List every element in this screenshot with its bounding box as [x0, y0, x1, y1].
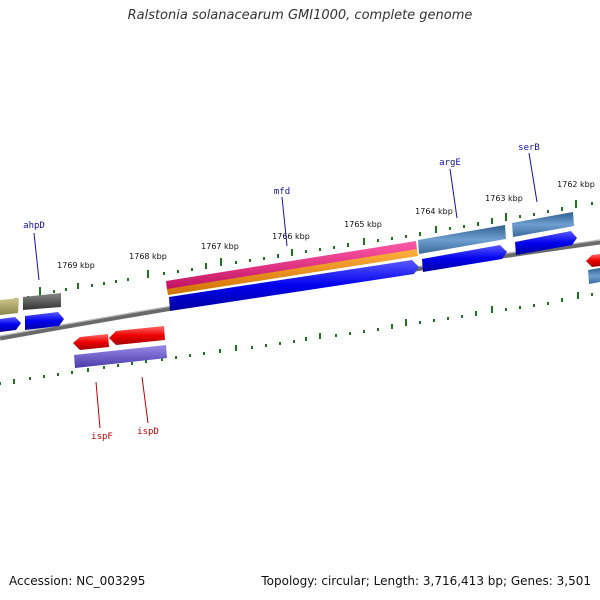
feature-magenta-mfd [166, 241, 417, 290]
gene-label-ispD: ispD [137, 427, 159, 437]
gene-label-argE: argE [439, 158, 461, 168]
feature-olive-left [0, 298, 19, 315]
ruler-label-1769: 1769 kbp [57, 261, 95, 270]
leader-ispD [141, 376, 149, 424]
feature-steelblue-serB [512, 212, 574, 237]
ruler-label-1767: 1767 kbp [201, 242, 239, 251]
cds-forward-left [0, 317, 21, 332]
ruler-label-1764: 1764 kbp [415, 207, 453, 216]
feature-purple-ispD [74, 345, 167, 368]
feature-steelblue-right [588, 268, 600, 284]
feature-steelblue-argE [418, 225, 506, 254]
leader-ahpD [33, 232, 40, 281]
gene-label-ispF: ispF [91, 432, 113, 442]
genome-summary: Topology: circular; Length: 3,716,413 bp… [261, 574, 591, 588]
leader-ispF [95, 381, 101, 429]
ruler-label-1766: 1766 kbp [272, 232, 310, 241]
cds-forward-argE [422, 245, 507, 272]
inner-ruler-ticks [0, 292, 593, 385]
cds-reverse-right [586, 254, 600, 267]
feature-orange-mfd [167, 249, 418, 295]
leader-mfd [281, 196, 288, 247]
leader-serB [528, 152, 538, 203]
ruler-label-1762: 1762 kbp [557, 180, 595, 189]
cds-forward-serB [515, 231, 577, 255]
leader-argE [449, 168, 458, 219]
gene-label-serB: serB [518, 143, 540, 153]
cds-forward-mfd [169, 260, 419, 311]
ruler-label-1765: 1765 kbp [344, 220, 382, 229]
cds-reverse-ispF [73, 334, 109, 350]
feature-gray-ahpD [23, 293, 61, 310]
ruler-label-1768: 1768 kbp [129, 252, 167, 261]
cds-forward-ahpD [25, 312, 64, 330]
gene-label-mfd: mfd [274, 187, 290, 197]
accession-label: Accession: NC_003295 [9, 574, 146, 588]
ruler-label-1763: 1763 kbp [485, 194, 523, 203]
cds-reverse-ispD [109, 326, 165, 345]
map-title: Ralstonia solanacearum GMI1000, complete… [127, 8, 473, 23]
gene-label-ahpD: ahpD [23, 221, 45, 231]
